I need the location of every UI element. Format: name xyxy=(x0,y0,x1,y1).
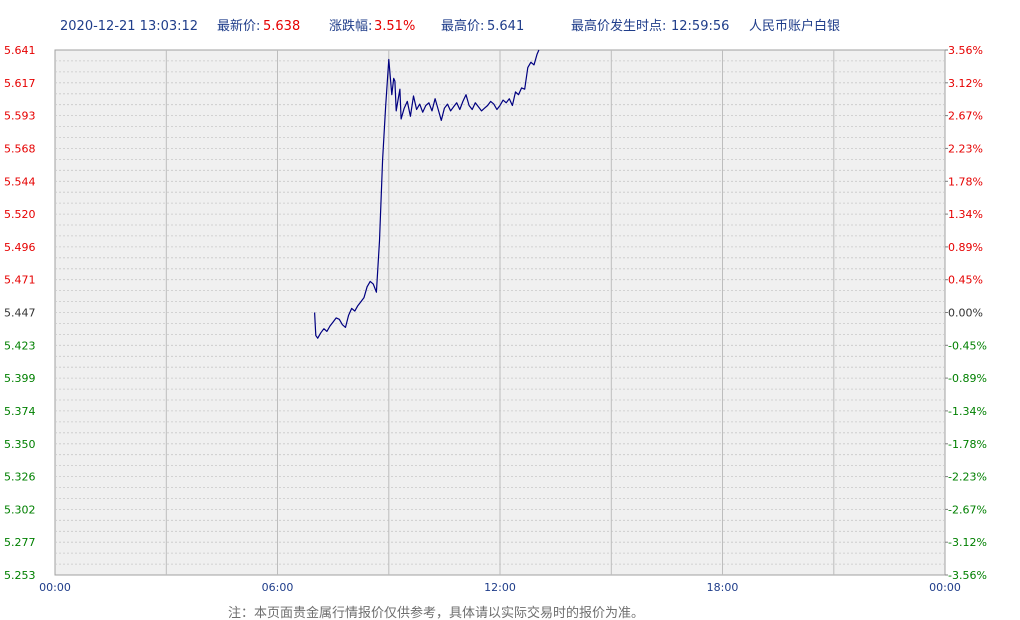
header-high-label: 最高价: xyxy=(441,18,484,34)
y-tick-label-left: 5.617 xyxy=(4,77,36,90)
y-tick-label-right: -0.89% xyxy=(948,372,987,385)
y-tick-label-right: -3.56% xyxy=(948,569,987,582)
x-tick-label: 00:00 xyxy=(929,581,961,594)
y-tick-label-left: 5.399 xyxy=(4,372,36,385)
y-tick-label-left: 5.423 xyxy=(4,339,36,352)
y-tick-label-right: -1.34% xyxy=(948,405,987,418)
series-line-0 xyxy=(314,49,540,339)
y-tick-label-right: 3.56% xyxy=(948,44,983,57)
header-change-value: 3.51% xyxy=(374,19,415,34)
y-tick-label-left: 5.447 xyxy=(4,307,36,320)
y-tick-label-left: 5.544 xyxy=(4,175,36,188)
y-tick-label-right: 3.12% xyxy=(948,77,983,90)
header-high-value: 5.641 xyxy=(487,19,524,34)
y-tick-label-right: 2.67% xyxy=(948,110,983,123)
y-tick-label-right: -3.12% xyxy=(948,536,987,549)
y-tick-label-right: -1.78% xyxy=(948,438,987,451)
y-tick-label-left: 5.326 xyxy=(4,471,36,484)
header-bar: 2020-12-21 13:03:12 最新价: 5.638 涨跌幅: 3.51… xyxy=(60,18,840,34)
y-tick-label-right: 0.45% xyxy=(948,274,983,287)
y-tick-label-left: 5.302 xyxy=(4,503,36,516)
x-tick-label: 00:00 xyxy=(39,581,71,594)
y-tick-label-right: 0.00% xyxy=(948,307,983,320)
grid xyxy=(55,50,945,575)
x-tick-label: 12:00 xyxy=(484,581,516,594)
y-tick-label-right: 0.89% xyxy=(948,241,983,254)
y-tick-label-left: 5.374 xyxy=(4,405,36,418)
y-axis-left: 5.641 5.617 5.593 5.568 5.544 5.520 5.496 5.471… xyxy=(4,44,36,582)
y-tick-label-right: -0.45% xyxy=(948,339,987,352)
y-tick-label-right: 1.78% xyxy=(948,175,983,188)
y-tick-label-right: -2.67% xyxy=(948,503,987,516)
y-tick-label-left: 5.568 xyxy=(4,142,36,155)
header-latest-price-value: 5.638 xyxy=(263,19,300,34)
y-tick-label-left: 5.496 xyxy=(4,241,36,254)
y-tick-label-left: 5.253 xyxy=(4,569,36,582)
y-axis-right: 3.56% 3.12% 2.67% 2.23% 1.78% 1.34% 0.89% 0.45%… xyxy=(945,44,987,582)
x-tick-label: 06:00 xyxy=(262,581,294,594)
y-tick-label-right: 1.34% xyxy=(948,208,983,221)
header-datetime: 2020-12-21 13:03:12 xyxy=(60,19,198,34)
x-tick-label: 18:00 xyxy=(707,581,739,594)
header-high-time-label: 最高价发生时点: xyxy=(571,18,666,34)
x-axis: 00:00 06:00 12:00 18:00 00:00 xyxy=(39,581,961,594)
y-tick-label-right: 2.23% xyxy=(948,142,983,155)
header-latest-price-label: 最新价: xyxy=(217,18,260,34)
y-tick-label-left: 5.350 xyxy=(4,438,36,451)
header-product-name: 人民币账户白银 xyxy=(749,18,840,34)
header-change-label: 涨跌幅: xyxy=(329,18,372,34)
y-tick-label-left: 5.641 xyxy=(4,44,36,57)
y-tick-label-left: 5.277 xyxy=(4,536,36,549)
y-tick-label-left: 5.471 xyxy=(4,274,36,287)
header-high-time-value: 12:59:56 xyxy=(671,19,729,34)
y-tick-label-left: 5.520 xyxy=(4,208,36,221)
y-tick-label-left: 5.593 xyxy=(4,110,36,123)
series-layer xyxy=(314,49,540,339)
y-tick-label-right: -2.23% xyxy=(948,471,987,484)
footer-note: 注：本页面贵金属行情报价仅供参考，具体请以实际交易时的报价为准。 xyxy=(228,605,644,620)
